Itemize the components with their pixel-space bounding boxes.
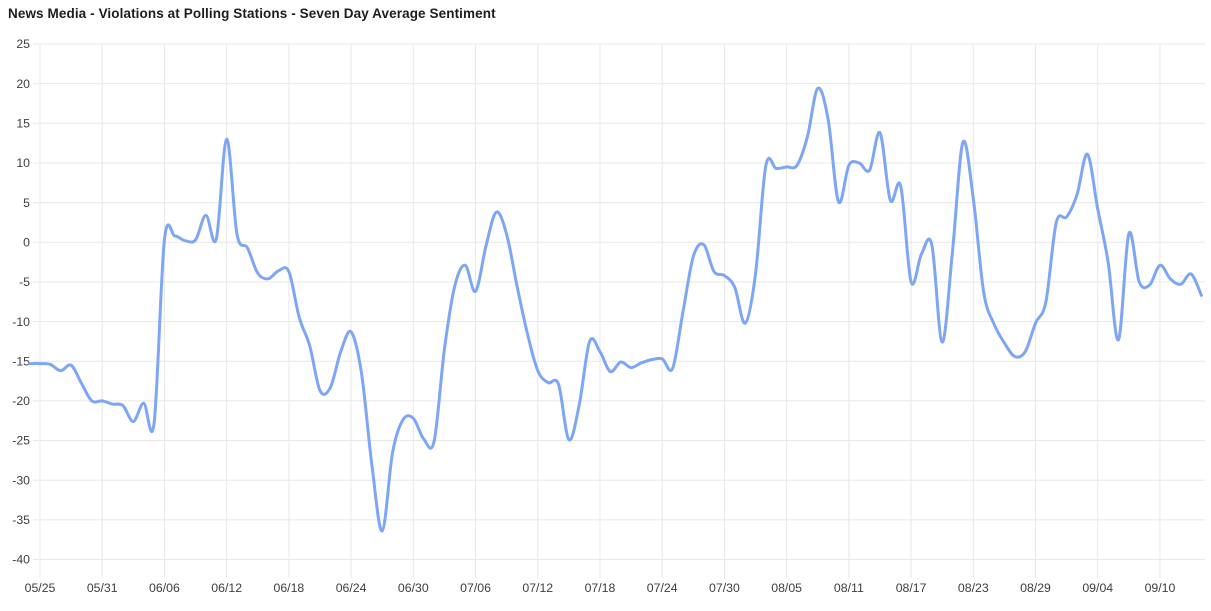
x-tick-label: 06/30: [398, 581, 429, 595]
x-tick-label: 06/06: [149, 581, 180, 595]
x-tick-label: 08/17: [896, 581, 927, 595]
x-tick-label: 07/30: [709, 581, 740, 595]
y-tick-label: -5: [19, 275, 30, 289]
y-tick-label: 25: [16, 37, 30, 51]
x-tick-label: 07/24: [647, 581, 678, 595]
y-tick-label: -40: [12, 553, 30, 567]
x-tick-label: 07/18: [585, 581, 616, 595]
x-tick-label: 08/05: [771, 581, 802, 595]
x-tick-label: 07/06: [460, 581, 491, 595]
x-tick-label: 05/31: [87, 581, 118, 595]
y-tick-label: 15: [16, 117, 30, 131]
y-tick-label: -20: [12, 394, 30, 408]
x-tick-label: 06/18: [273, 581, 304, 595]
x-tick-label: 07/12: [522, 581, 553, 595]
x-tick-label: 05/25: [25, 581, 56, 595]
y-tick-label: -25: [12, 434, 30, 448]
x-tick-label: 06/12: [211, 581, 242, 595]
sentiment-line: [28, 86, 1203, 533]
y-tick-label: -15: [12, 354, 30, 368]
y-tick-label: -30: [12, 473, 30, 487]
x-tick-label: 08/29: [1020, 581, 1051, 595]
y-tick-label: -35: [12, 513, 30, 527]
x-tick-label: 09/04: [1082, 581, 1113, 595]
x-tick-label: 09/10: [1145, 581, 1176, 595]
chart-title: News Media - Violations at Polling Stati…: [8, 6, 496, 21]
y-tick-label: -10: [12, 315, 30, 329]
y-tick-label: 5: [23, 196, 30, 210]
x-tick-label: 08/11: [834, 581, 864, 595]
y-tick-label: 0: [23, 235, 30, 249]
y-tick-label: 20: [16, 77, 30, 91]
x-tick-label: 06/24: [336, 581, 367, 595]
x-tick-label: 08/23: [958, 581, 989, 595]
y-tick-label: 10: [16, 156, 30, 170]
